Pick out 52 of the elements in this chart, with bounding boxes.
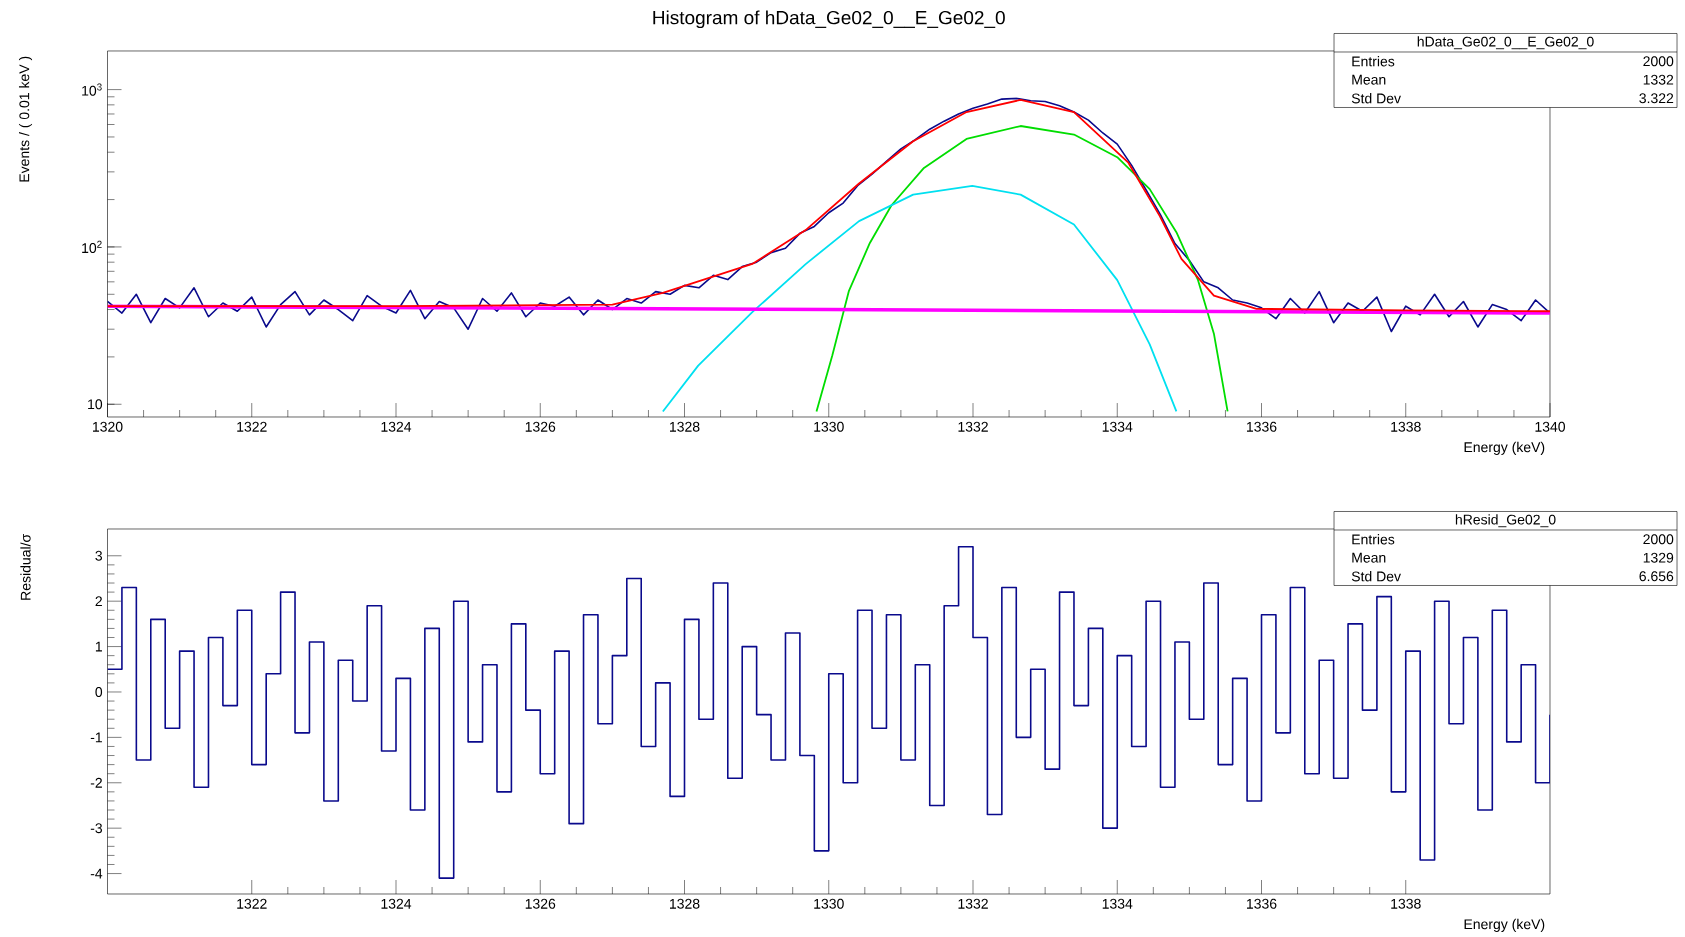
x-tick-label: 1336: [1247, 422, 1277, 432]
x-tick-label: 1330: [814, 899, 844, 909]
x-axis-title: Energy (keV): [1464, 442, 1545, 456]
x-tick-label: 1322: [237, 899, 267, 909]
text: 1332: [1643, 74, 1674, 85]
y-tick-label: -3: [90, 823, 103, 834]
x-tick-label: 1332: [958, 899, 988, 909]
x-tick-label: 1328: [670, 422, 700, 432]
x-tick-label: 1326: [525, 899, 556, 909]
annotation: Std Dev: [1351, 93, 1401, 104]
chart-title: Histogram of hData_Ge02_0__E_Ge02_0: [653, 10, 1005, 29]
text: 1329: [1643, 552, 1674, 563]
x-tick-label: 1336: [1247, 899, 1277, 909]
text: 2000: [1643, 534, 1674, 545]
x-tick-label: 1332: [958, 422, 988, 432]
text: hResid_Ge02_0: [1455, 514, 1556, 528]
y-tick-label: 10$^{2}$: [82, 241, 102, 254]
y-tick-label: -2: [90, 778, 102, 788]
y-tick-label: 0: [95, 687, 103, 698]
x-tick-label: 1320: [93, 422, 123, 432]
text: hData_Ge02_0__E_Ge02_0: [1417, 36, 1594, 50]
y-axis-title: Events / ( 0.01 keV ): [18, 56, 33, 182]
x-tick-label: 1328: [670, 899, 700, 909]
x-tick-label: 1338: [1391, 899, 1421, 909]
annotation: Entries: [1352, 56, 1395, 67]
y-axis-title: Residual/σ: [20, 534, 31, 600]
x-axis-title: Energy (keV): [1464, 919, 1545, 933]
x-tick-label: 1334: [1102, 899, 1133, 909]
text: 6.656: [1639, 571, 1674, 582]
y-tick-label: 10$^{3}$: [82, 83, 102, 96]
annotation: Mean: [1352, 553, 1386, 563]
y-tick-label: 3: [95, 551, 103, 561]
y-tick-label: -4: [90, 868, 103, 879]
y-tick-label: 1: [95, 641, 102, 652]
x-tick-label: 1322: [237, 422, 267, 432]
line-series: [661, 185, 1178, 413]
annotation: Entries: [1352, 534, 1395, 545]
x-tick-label: 1324: [381, 899, 412, 909]
x-tick-label: 1324: [381, 422, 412, 432]
annotation: Mean: [1352, 75, 1386, 85]
line-series: [815, 125, 1229, 413]
y-tick-label: 2: [95, 596, 102, 607]
x-tick-label: 1330: [814, 422, 844, 432]
x-tick-label: 1340: [1535, 422, 1566, 432]
text: 3.322: [1639, 93, 1674, 104]
annotation: Std Dev: [1351, 571, 1401, 582]
x-tick-label: 1326: [525, 422, 556, 432]
x-tick-label: 1334: [1102, 422, 1133, 432]
y-tick-label: -1: [90, 732, 102, 743]
text: 2000: [1643, 56, 1674, 67]
y-tick-label: 10: [88, 399, 103, 410]
x-tick-label: 1338: [1391, 422, 1421, 432]
